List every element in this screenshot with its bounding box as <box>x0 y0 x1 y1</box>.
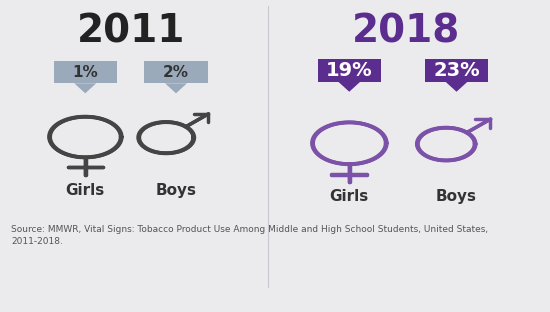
Text: Source: MMWR, Vital Signs: Tobacco Product Use Among Middle and High School Stud: Source: MMWR, Vital Signs: Tobacco Produ… <box>11 225 488 246</box>
Text: 19%: 19% <box>326 61 372 80</box>
Text: Boys: Boys <box>156 183 196 198</box>
Text: Boys: Boys <box>436 189 477 204</box>
Text: 2018: 2018 <box>351 12 460 51</box>
Text: 1%: 1% <box>73 65 98 80</box>
FancyBboxPatch shape <box>54 61 117 83</box>
Text: Girls: Girls <box>329 189 369 204</box>
Polygon shape <box>446 82 468 92</box>
Polygon shape <box>165 83 187 93</box>
Polygon shape <box>74 83 96 93</box>
FancyBboxPatch shape <box>317 59 381 82</box>
Text: Girls: Girls <box>65 183 105 198</box>
Polygon shape <box>338 82 360 92</box>
FancyBboxPatch shape <box>425 59 488 82</box>
Text: 2%: 2% <box>163 65 189 80</box>
Text: 23%: 23% <box>433 61 480 80</box>
Text: 2011: 2011 <box>76 12 185 51</box>
FancyBboxPatch shape <box>144 61 208 83</box>
